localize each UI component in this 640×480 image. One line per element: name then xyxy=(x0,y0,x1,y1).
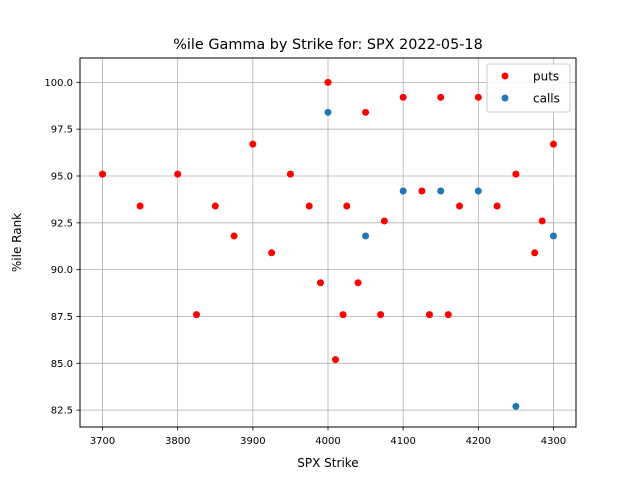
y-tick-label: 100.0 xyxy=(44,78,73,89)
legend-marker-calls xyxy=(501,94,509,102)
x-tick-label: 4000 xyxy=(315,436,340,447)
data-point-puts xyxy=(531,249,539,257)
data-point-puts xyxy=(362,108,370,116)
data-points xyxy=(99,78,557,410)
data-point-puts xyxy=(174,170,182,178)
data-point-puts xyxy=(136,202,144,210)
data-point-calls xyxy=(512,402,520,410)
x-tick-label: 4200 xyxy=(466,436,491,447)
x-axis-label: SPX Strike xyxy=(297,456,358,470)
data-point-puts xyxy=(192,311,200,319)
legend-label-puts: puts xyxy=(533,70,559,84)
data-point-puts xyxy=(339,311,347,319)
data-point-puts xyxy=(305,202,313,210)
data-point-puts xyxy=(474,93,482,101)
data-point-puts xyxy=(332,356,340,364)
legend-label-calls: calls xyxy=(533,92,560,106)
y-tick-label: 87.5 xyxy=(51,312,73,323)
y-tick-label: 92.5 xyxy=(51,218,73,229)
data-point-puts xyxy=(493,202,501,210)
data-point-puts xyxy=(354,279,362,287)
legend-marker-puts xyxy=(501,72,509,80)
data-point-puts xyxy=(249,140,257,148)
data-point-puts xyxy=(268,249,276,257)
x-tick-label: 3800 xyxy=(165,436,190,447)
data-point-puts xyxy=(444,311,452,319)
data-point-calls xyxy=(324,108,332,116)
y-tick-label: 82.5 xyxy=(51,406,73,417)
plot-frame xyxy=(79,57,577,428)
data-point-puts xyxy=(437,93,445,101)
data-point-puts xyxy=(316,279,324,287)
data-point-puts xyxy=(418,187,426,195)
y-tick-label: 97.5 xyxy=(51,125,73,136)
x-axis-ticks: 3700 3800 3900 4000 4100 4200 4300 xyxy=(90,427,566,447)
data-point-calls xyxy=(549,232,557,240)
data-point-puts xyxy=(538,217,546,225)
data-point-puts xyxy=(549,140,557,148)
data-point-puts xyxy=(211,202,219,210)
y-axis-ticks: 82.5 85.0 87.5 90.0 92.5 95.0 97.5 100.0 xyxy=(44,78,80,417)
x-tick-label: 4100 xyxy=(390,436,415,447)
data-point-puts xyxy=(377,311,385,319)
data-point-puts xyxy=(399,93,407,101)
y-tick-label: 85.0 xyxy=(51,359,73,370)
x-tick-label: 3900 xyxy=(240,436,265,447)
data-point-calls xyxy=(437,187,445,195)
data-point-puts xyxy=(512,170,520,178)
data-point-puts xyxy=(425,311,433,319)
data-point-puts xyxy=(324,78,332,86)
chart-title: %ile Gamma by Strike for: SPX 2022-05-18 xyxy=(173,37,483,53)
data-point-puts xyxy=(286,170,294,178)
y-tick-label: 90.0 xyxy=(51,265,73,276)
data-point-puts xyxy=(99,170,107,178)
x-tick-label: 4300 xyxy=(541,436,566,447)
data-point-puts xyxy=(380,217,388,225)
x-tick-label: 3700 xyxy=(90,436,115,447)
data-point-puts xyxy=(230,232,238,240)
data-point-puts xyxy=(343,202,351,210)
y-axis-label: %ile Rank xyxy=(10,213,24,272)
data-point-calls xyxy=(399,187,407,195)
data-point-calls xyxy=(362,232,370,240)
y-tick-label: 95.0 xyxy=(51,172,73,183)
data-point-puts xyxy=(456,202,464,210)
legend: puts calls xyxy=(486,63,571,113)
data-point-calls xyxy=(474,187,482,195)
